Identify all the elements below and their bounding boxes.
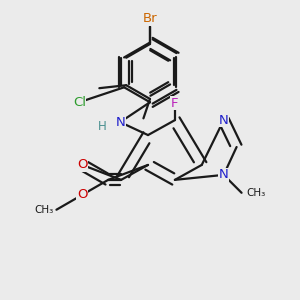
- Text: F: F: [171, 97, 178, 110]
- Text: Br: Br: [143, 12, 157, 25]
- Text: CH₃: CH₃: [34, 205, 53, 215]
- Text: N: N: [219, 168, 229, 182]
- Text: Cl: Cl: [73, 96, 86, 109]
- Text: CH₃: CH₃: [246, 188, 265, 198]
- Text: H: H: [98, 120, 106, 133]
- Text: O: O: [77, 158, 88, 171]
- Text: N: N: [219, 114, 229, 127]
- Text: O: O: [77, 188, 88, 201]
- Text: N: N: [115, 116, 125, 129]
